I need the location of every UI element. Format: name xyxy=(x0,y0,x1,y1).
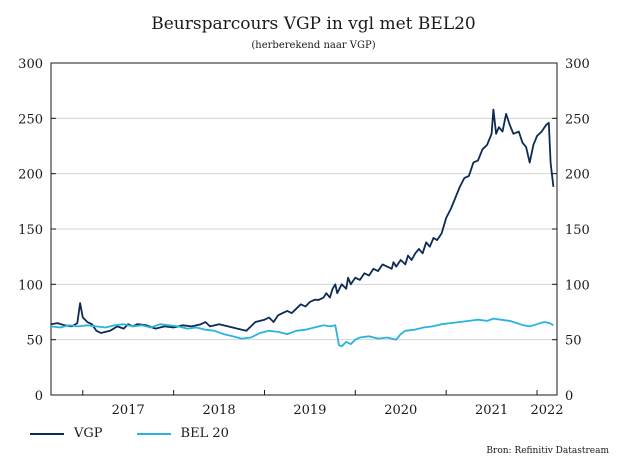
y-tick-label-right: 200 xyxy=(565,168,590,183)
series-line-bel20 xyxy=(50,317,554,348)
y-tick-label-left: 50 xyxy=(26,334,43,349)
y-tick-label-right: 250 xyxy=(565,112,590,127)
x-tick-label: 2021 xyxy=(475,403,508,418)
y-tick-label-right: 300 xyxy=(565,57,590,72)
x-tick-label: 2019 xyxy=(293,403,326,418)
legend-swatch-vgp xyxy=(30,432,64,435)
x-tick-label: 2022 xyxy=(530,403,563,418)
y-tick-label-left: 200 xyxy=(18,168,43,183)
legend-label-vgp: VGP xyxy=(74,426,103,441)
series-line-vgp xyxy=(50,108,555,334)
series-lines xyxy=(50,108,555,348)
y-tick-label-right: 150 xyxy=(565,223,590,238)
y-tick-label-right: 100 xyxy=(565,278,590,293)
y-tick-label-right: 50 xyxy=(565,334,582,349)
grid-lines xyxy=(51,117,557,341)
y-tick-label-right: 0 xyxy=(565,389,573,404)
chart-title: Beursparcours VGP in vgl met BEL20 xyxy=(151,14,476,34)
y-tick-label-left: 300 xyxy=(18,57,43,72)
source-note: Bron: Refinitiv Datastream xyxy=(486,446,609,456)
legend-item-vgp: VGP xyxy=(30,426,103,441)
legend-swatch-bel20 xyxy=(136,432,171,435)
axis-ticks: 0 0 50 50 100 100 150 150 200 200 250 250 300 300 2017… xyxy=(18,57,590,418)
y-tick-label-left: 150 xyxy=(18,223,43,238)
y-tick-label-left: 250 xyxy=(18,112,43,127)
chart-subtitle: (herberekend naar VGP) xyxy=(251,40,376,51)
x-tick-label: 2018 xyxy=(203,403,236,418)
legend: VGP BEL 20 xyxy=(30,426,263,441)
x-tick-label: 2017 xyxy=(112,403,145,418)
legend-label-bel20: BEL 20 xyxy=(180,426,229,441)
y-tick-label-left: 100 xyxy=(18,278,43,293)
legend-item-bel20: BEL 20 xyxy=(136,426,229,441)
x-tick-label: 2020 xyxy=(384,403,417,418)
y-tick-label-left: 0 xyxy=(35,389,43,404)
